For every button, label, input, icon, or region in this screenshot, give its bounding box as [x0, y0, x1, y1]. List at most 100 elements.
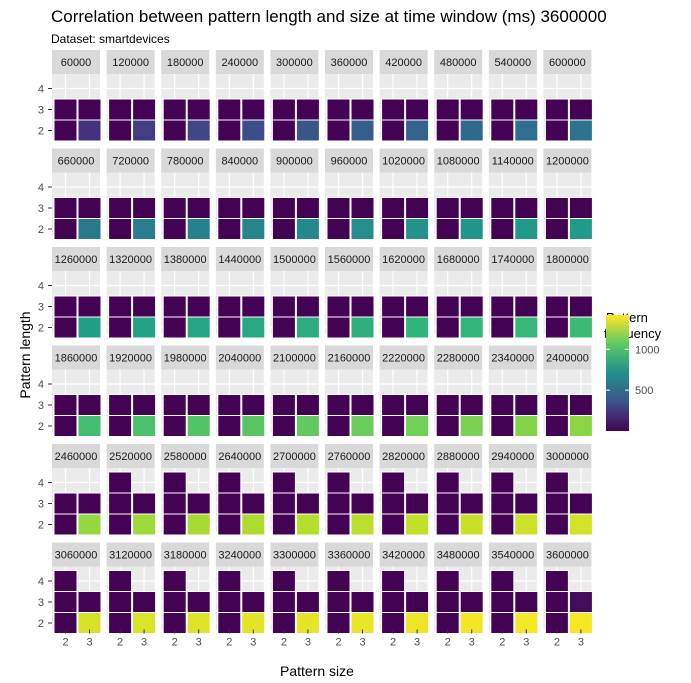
facet-label: 3000000	[546, 451, 589, 463]
heatmap-cell	[490, 513, 515, 536]
y-tick-label: 4	[38, 84, 44, 96]
facet-panel: 1020000	[379, 148, 430, 240]
heatmap-cell	[490, 570, 515, 592]
heatmap-cell	[77, 492, 102, 515]
facet-label: 1620000	[382, 254, 425, 266]
x-tick-label: 2	[445, 637, 451, 649]
heatmap-cell	[544, 197, 569, 219]
facet-strip	[106, 345, 155, 370]
facet-panel: 3060000 4 3 2 2 3	[38, 542, 102, 649]
facet-strip	[543, 444, 592, 468]
heatmap-cell	[381, 415, 406, 437]
y-tick-label: 4	[38, 576, 44, 588]
heatmap-cell	[544, 570, 569, 592]
facet-strip	[52, 345, 100, 370]
heatmap-cell	[490, 119, 515, 142]
heatmap-cell	[459, 218, 484, 240]
heatmap-cell	[350, 415, 375, 437]
facet-label: 1320000	[109, 254, 152, 266]
facet-strip	[215, 542, 264, 567]
facet-strip	[161, 247, 210, 271]
heatmap-cell	[108, 295, 133, 318]
heatmap-cell	[295, 295, 320, 318]
heatmap-cell	[435, 295, 460, 318]
heatmap-cell	[350, 295, 375, 318]
facet-panel: 2220000	[379, 345, 430, 437]
heatmap-cell	[435, 98, 460, 121]
heatmap-cell	[217, 394, 242, 416]
heatmap-cell	[217, 98, 242, 121]
heatmap-cell	[108, 570, 133, 592]
heatmap-cell	[381, 471, 406, 494]
heatmap-cell	[217, 471, 242, 494]
facet-panel: 540000	[488, 50, 539, 142]
heatmap-cell	[295, 394, 320, 416]
heatmap-cell	[326, 98, 351, 121]
facet-label: 1920000	[109, 353, 152, 365]
facet-panel: 600000	[543, 50, 593, 142]
facet-panel: 120000	[106, 50, 157, 142]
x-tick-label: 2	[117, 637, 123, 649]
heatmap-cell	[405, 98, 430, 121]
facet-strip	[161, 542, 210, 567]
heatmap-cell	[514, 218, 539, 240]
x-tick-label: 2	[62, 637, 68, 649]
x-tick-label: 2	[226, 637, 232, 649]
heatmap-cell	[381, 295, 406, 318]
heatmap-cell	[490, 394, 515, 416]
heatmap-cell	[271, 471, 296, 494]
heatmap-cell	[568, 513, 593, 536]
heatmap-cell	[108, 119, 133, 142]
facet-strip	[379, 247, 428, 271]
heatmap-cell	[186, 492, 211, 515]
heatmap-cell	[295, 197, 320, 219]
heatmap-cell	[350, 218, 375, 240]
facet-label: 1080000	[437, 156, 480, 168]
heatmap-cell	[162, 218, 187, 240]
heatmap-cell	[326, 492, 351, 515]
heatmap-cell	[271, 295, 296, 318]
facet-panel: 780000	[161, 148, 211, 240]
facet-strip	[325, 345, 373, 370]
facet-strip	[434, 345, 483, 370]
heatmap-cell	[53, 513, 78, 536]
facet-panel: 900000	[270, 148, 320, 240]
y-tick-label: 4	[38, 182, 44, 194]
facet-strip	[434, 50, 483, 74]
heatmap-cell	[435, 513, 460, 536]
heatmap-cell	[490, 415, 515, 437]
heatmap-cell	[405, 513, 430, 536]
facet-strip	[434, 247, 483, 271]
y-tick-label: 4	[38, 281, 44, 293]
heatmap-cell	[53, 394, 78, 416]
heatmap-cell	[381, 394, 406, 416]
y-tick-label: 3	[38, 105, 44, 117]
facet-strip	[379, 542, 428, 567]
heatmap-cell	[295, 119, 320, 142]
facet-strip	[488, 345, 537, 370]
facet-panel: 1980000	[161, 345, 211, 437]
heatmap-cell	[544, 218, 569, 240]
heatmap-cell	[350, 394, 375, 416]
heatmap-cell	[186, 513, 211, 536]
facet-panel: 480000	[434, 50, 484, 142]
heatmap-cell	[53, 119, 78, 142]
facet-strip	[543, 50, 592, 74]
heatmap-cell	[108, 316, 133, 339]
heatmap-cell	[544, 471, 569, 494]
heatmap-cell	[459, 591, 484, 613]
heatmap-cell	[568, 492, 593, 515]
facet-panel: 2100000	[270, 345, 320, 437]
y-axis-title: Pattern length	[17, 311, 33, 398]
facet-panel: 1860000 4 3 2	[38, 345, 102, 437]
heatmap-cell	[326, 394, 351, 416]
heatmap-cell	[514, 98, 539, 121]
heatmap-cell	[326, 513, 351, 536]
heatmap-cell	[544, 316, 569, 339]
facet-label: 180000	[167, 57, 204, 69]
heatmap-cell	[405, 591, 430, 613]
facet-strip	[488, 247, 537, 271]
y-tick-label: 4	[38, 478, 44, 490]
heatmap-cell	[295, 415, 320, 437]
heatmap-cell	[295, 98, 320, 121]
